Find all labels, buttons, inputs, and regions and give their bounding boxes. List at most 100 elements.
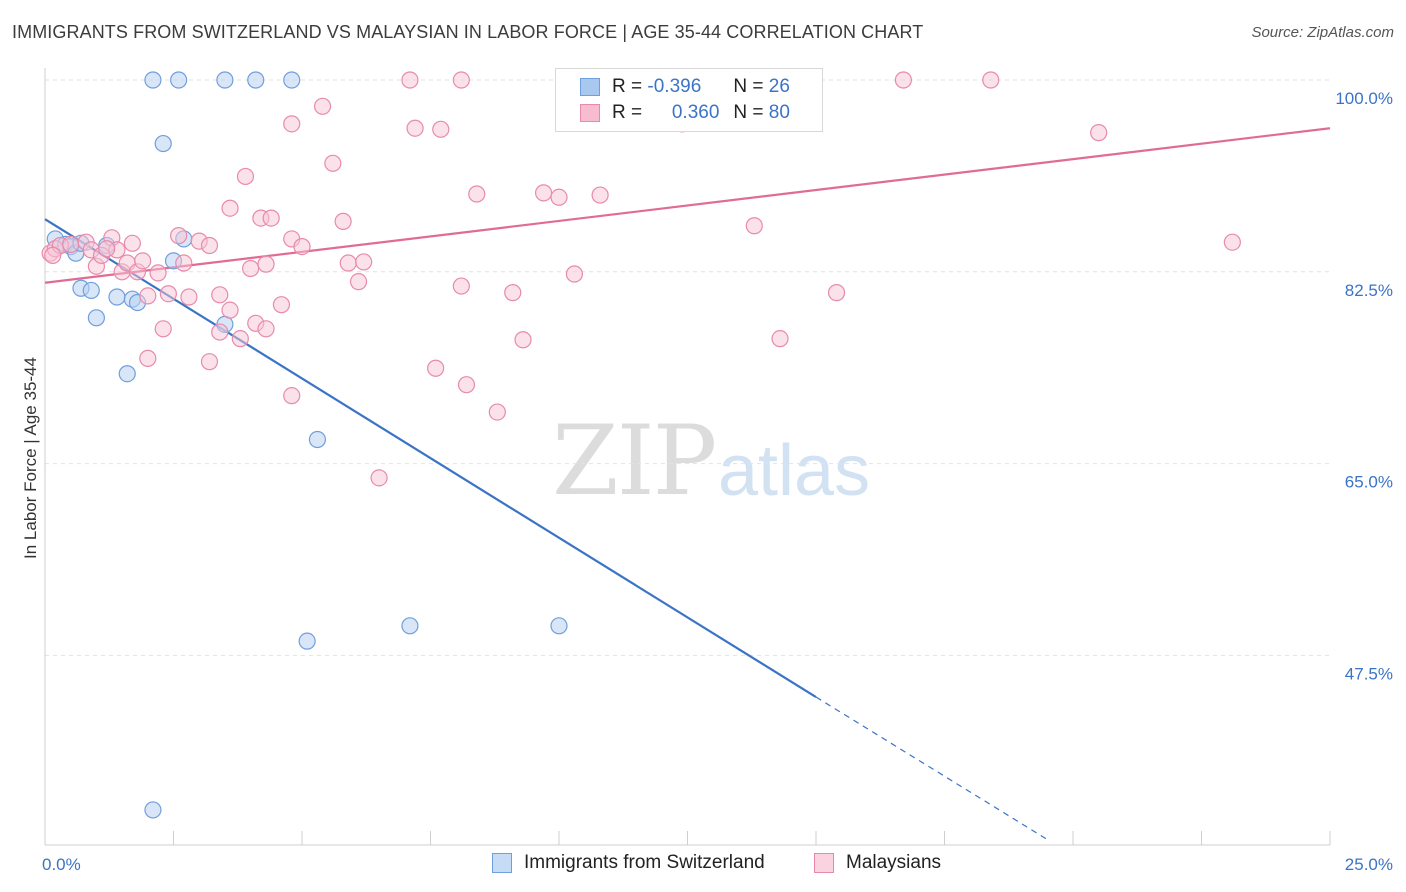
point-malaysians — [488, 403, 506, 421]
tick-labels: 100.0% 82.5% 65.0% 47.5% 0.0% 25.0% — [42, 89, 1393, 874]
point-malaysians — [355, 253, 373, 271]
point-malaysians — [565, 265, 584, 283]
y-axis-title: In Labor Force | Age 35-44 — [21, 357, 40, 559]
legend-swatch-switzerland — [580, 78, 600, 96]
point-malaysians — [283, 115, 301, 133]
point-switzerland — [401, 617, 419, 635]
point-malaysians — [982, 71, 1000, 89]
point-malaysians — [504, 284, 522, 302]
watermark-zip: ZIP — [552, 405, 717, 517]
y-tick-label: 82.5% — [1345, 281, 1393, 300]
series-swatch-malaysians — [814, 853, 834, 873]
point-switzerland — [118, 365, 136, 383]
point-switzerland — [247, 71, 265, 89]
y-tick-label: 47.5% — [1345, 664, 1393, 683]
legend-swatch-malaysians — [580, 104, 600, 122]
series-legend-malaysians[interactable]: Malaysians — [814, 852, 941, 874]
trend-line-malaysians — [44, 127, 1331, 284]
point-malaysians — [221, 301, 239, 319]
legend-row-switzerland: R = -0.396 N = 26 — [580, 74, 790, 100]
point-malaysians — [324, 154, 342, 172]
point-malaysians — [139, 287, 157, 305]
x-tick-label: 0.0% — [42, 855, 81, 874]
point-malaysians — [401, 71, 419, 89]
watermark-atlas: atlas — [718, 431, 871, 511]
point-malaysians — [452, 71, 470, 89]
point-malaysians — [257, 255, 275, 273]
point-malaysians — [339, 254, 357, 272]
point-malaysians — [452, 277, 470, 295]
point-malaysians — [175, 254, 193, 272]
point-malaysians — [139, 349, 157, 367]
point-malaysians — [200, 236, 219, 255]
y-tick-label: 65.0% — [1345, 473, 1393, 492]
point-malaysians — [231, 330, 249, 348]
point-malaysians — [334, 212, 352, 230]
point-malaysians — [534, 184, 553, 202]
point-malaysians — [62, 235, 80, 253]
point-malaysians — [123, 234, 141, 252]
correlation-legend: R = -0.396 N = 26 R = 0.360 N = 80 — [555, 68, 823, 132]
point-malaysians — [221, 199, 239, 217]
point-malaysians — [236, 167, 255, 186]
point-malaysians — [591, 186, 609, 204]
point-malaysians — [159, 285, 177, 303]
point-malaysians — [745, 217, 763, 235]
point-switzerland — [82, 281, 100, 300]
point-switzerland — [550, 617, 568, 635]
legend-r-value: -0.396 — [647, 76, 702, 97]
point-malaysians — [180, 288, 198, 306]
point-malaysians — [349, 273, 368, 291]
point-malaysians — [211, 323, 229, 341]
trend-lines — [44, 127, 1331, 841]
point-malaysians — [98, 240, 116, 258]
point-switzerland — [144, 71, 162, 89]
point-malaysians — [170, 227, 188, 245]
legend-r-value: 0.360 — [671, 102, 720, 123]
y-tick-label: 100.0% — [1335, 89, 1393, 108]
x-tick-label: 25.0% — [1345, 855, 1393, 874]
point-malaysians — [44, 246, 62, 264]
point-malaysians — [149, 264, 167, 282]
legend-n-value: 80 — [768, 102, 790, 123]
point-malaysians — [1223, 233, 1241, 251]
point-switzerland — [308, 430, 327, 449]
point-malaysians — [1090, 124, 1108, 142]
point-malaysians — [894, 71, 912, 89]
grid-lines — [45, 79, 1330, 656]
point-switzerland — [283, 71, 301, 89]
legend-n-label: N = — [733, 102, 764, 123]
series-label-switzerland: Immigrants from Switzerland — [524, 852, 765, 873]
point-malaysians — [771, 330, 789, 348]
point-switzerland — [108, 288, 126, 306]
legend-r-label: R = — [612, 76, 643, 97]
legend-r-label: R = — [612, 102, 643, 123]
legend-n-label: N = — [733, 76, 764, 97]
point-malaysians — [514, 331, 532, 349]
point-switzerland — [144, 801, 162, 819]
point-malaysians — [427, 359, 445, 377]
source-label: Source: ZipAtlas.com — [1251, 24, 1394, 41]
point-malaysians — [154, 320, 172, 338]
series-label-malaysians: Malaysians — [846, 852, 942, 873]
point-malaysians — [827, 284, 846, 302]
point-malaysians — [406, 119, 424, 137]
point-switzerland — [87, 309, 106, 327]
point-malaysians — [283, 387, 301, 405]
series-legend-switzerland[interactable]: Immigrants from Switzerland — [492, 852, 765, 874]
point-malaysians — [370, 469, 388, 487]
point-switzerland — [170, 71, 188, 89]
point-malaysians — [242, 259, 260, 278]
point-malaysians — [272, 296, 291, 314]
point-malaysians — [257, 320, 275, 338]
point-malaysians — [200, 353, 219, 371]
chart-title: IMMIGRANTS FROM SWITZERLAND VS MALAYSIAN… — [12, 22, 924, 42]
point-malaysians — [134, 252, 152, 270]
point-malaysians — [211, 286, 229, 304]
point-malaysians — [550, 188, 568, 206]
point-malaysians — [313, 97, 332, 115]
point-malaysians — [468, 185, 486, 203]
series-swatch-switzerland — [492, 853, 512, 873]
point-switzerland — [298, 632, 316, 650]
